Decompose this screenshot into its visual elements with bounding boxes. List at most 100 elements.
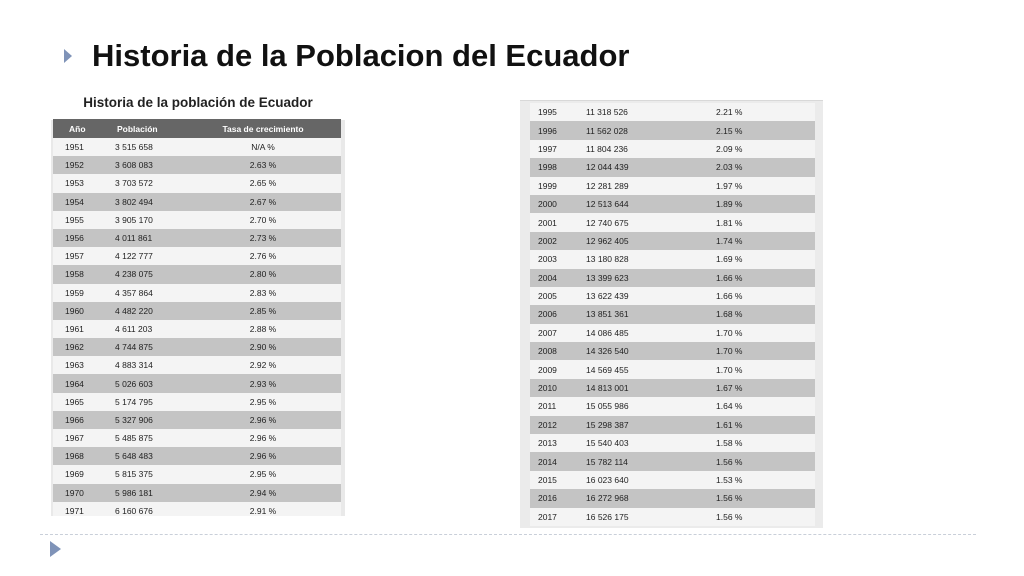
right-table-row: 2005 13 622 439 1.66 % — [530, 286, 815, 306]
year-cell: 1996 — [538, 125, 557, 136]
header-year: Año — [69, 123, 86, 134]
left-table-row: 1954 3 802 494 2.67 % — [53, 192, 341, 211]
year-cell: 2010 — [538, 383, 557, 394]
slide-title-text: Historia de la Poblacion del Ecuador — [92, 38, 630, 73]
left-table-body: 1951 3 515 658 N/A % 1952 3 608 083 2.63 % 195… — [53, 138, 341, 516]
population-cell: 4 883 314 — [115, 360, 153, 371]
population-cell: 4 611 203 — [115, 323, 153, 334]
population-cell: 4 122 777 — [115, 251, 153, 262]
left-table-row: 1959 4 357 864 2.83 % — [53, 283, 341, 302]
population-cell: 16 023 640 — [586, 475, 629, 485]
growth-rate-cell: 1.56 % — [716, 456, 743, 467]
growth-rate-cell: 2.96 % — [249, 433, 277, 444]
right-table-row: 2009 14 569 455 1.70 % — [530, 360, 815, 379]
growth-rate-cell: 1.61 % — [716, 419, 743, 430]
year-cell: 1954 — [65, 196, 84, 207]
left-table-row: 1956 4 011 861 2.73 % — [53, 228, 341, 248]
year-cell: 1962 — [65, 342, 84, 353]
right-table-row: 2003 13 180 828 1.69 % — [530, 250, 815, 269]
right-table-row: 2016 16 272 968 1.56 % — [530, 489, 815, 508]
growth-rate-cell: 2.96 % — [249, 414, 277, 425]
population-cell: 12 513 644 — [586, 199, 629, 210]
year-cell: 1965 — [65, 396, 84, 407]
growth-rate-cell: N/A % — [251, 142, 275, 153]
left-table-row: 1958 4 238 075 2.80 % — [53, 265, 341, 284]
right-table-row: 2014 15 782 114 1.56 % — [530, 452, 815, 471]
growth-rate-cell: 1.56 % — [716, 493, 743, 504]
right-table-row: 2002 12 962 405 1.74 % — [530, 231, 815, 251]
year-cell: 1960 — [65, 305, 84, 316]
growth-rate-cell: 2.95 % — [249, 396, 277, 407]
year-cell: 1956 — [65, 233, 84, 244]
left-table-image: Historia de la población de Ecuador Año … — [51, 90, 345, 516]
population-cell: 11 318 526 — [586, 107, 628, 118]
year-cell: 1958 — [65, 269, 84, 280]
growth-rate-cell: 2.94 % — [249, 487, 277, 498]
left-table-row: 1963 4 883 314 2.92 % — [53, 356, 341, 375]
growth-rate-cell: 2.65 % — [249, 178, 277, 189]
growth-rate-cell: 1.70 % — [716, 327, 743, 338]
growth-rate-cell: 1.58 % — [716, 438, 743, 449]
year-cell: 1957 — [65, 251, 84, 262]
year-cell: 2016 — [538, 493, 557, 504]
slide-title: Historia de la Poblacion del Ecuador — [64, 38, 629, 74]
population-cell: 5 485 875 — [115, 433, 153, 444]
year-cell: 2005 — [538, 291, 557, 302]
right-table-row: 2012 15 298 387 1.61 % — [530, 415, 815, 435]
year-cell: 1997 — [538, 143, 557, 154]
population-cell: 12 281 289 — [586, 180, 629, 191]
growth-rate-cell: 1.56 % — [716, 511, 743, 522]
right-table-row: 2007 14 086 485 1.70 % — [530, 323, 815, 343]
right-table-row: 1995 11 318 526 2.21 % — [530, 103, 815, 122]
year-cell: 2000 — [538, 199, 557, 210]
growth-rate-cell: 1.89 % — [716, 199, 743, 210]
population-cell: 14 326 540 — [586, 346, 629, 357]
population-cell: 16 526 175 — [586, 511, 629, 522]
year-cell: 2002 — [538, 235, 557, 246]
population-cell: 13 180 828 — [586, 254, 629, 265]
right-table-top-edge — [520, 94, 823, 101]
right-table-row: 2013 15 540 403 1.58 % — [530, 434, 815, 453]
growth-rate-cell: 1.69 % — [716, 254, 743, 265]
year-cell: 1968 — [65, 451, 84, 462]
growth-rate-cell: 1.66 % — [716, 291, 743, 302]
growth-rate-cell: 2.92 % — [249, 360, 277, 371]
population-cell: 15 298 387 — [586, 419, 629, 430]
year-cell: 2006 — [538, 309, 557, 320]
year-cell: 1959 — [65, 287, 84, 298]
population-cell: 5 026 603 — [115, 378, 153, 389]
year-cell: 1967 — [65, 433, 84, 444]
population-cell: 3 515 658 — [115, 142, 153, 153]
year-cell: 2004 — [538, 272, 557, 283]
growth-rate-cell: 1.97 % — [716, 180, 743, 191]
left-table-caption: Historia de la población de Ecuador — [51, 90, 345, 120]
right-table-row: 2017 16 526 175 1.56 % — [530, 507, 815, 526]
growth-rate-cell: 2.96 % — [249, 451, 277, 462]
left-table-row: 1968 5 648 483 2.96 % — [53, 447, 341, 466]
growth-rate-cell: 2.21 % — [716, 107, 743, 118]
year-cell: 1970 — [65, 487, 84, 498]
population-cell: 11 804 236 — [586, 143, 628, 154]
year-cell: 1999 — [538, 180, 557, 191]
left-table-row: 1960 4 482 220 2.85 % — [53, 301, 341, 320]
year-cell: 1969 — [65, 469, 84, 480]
population-cell: 5 174 795 — [115, 396, 153, 407]
population-cell: 5 815 375 — [115, 469, 153, 480]
year-cell: 2008 — [538, 346, 557, 357]
growth-rate-cell: 1.70 % — [716, 364, 743, 375]
footer-divider — [40, 534, 976, 535]
growth-rate-cell: 2.80 % — [249, 269, 277, 280]
population-cell: 13 622 439 — [586, 291, 629, 302]
year-cell: 2014 — [538, 456, 557, 467]
year-cell: 2009 — [538, 364, 557, 375]
population-cell: 6 160 676 — [115, 505, 153, 516]
growth-rate-cell: 2.73 % — [249, 233, 277, 244]
header-population: Población — [117, 123, 158, 134]
growth-rate-cell: 2.70 % — [249, 214, 277, 225]
growth-rate-cell: 2.95 % — [249, 469, 277, 480]
growth-rate-cell: 1.70 % — [716, 346, 743, 357]
year-cell: 1966 — [65, 414, 84, 425]
left-table-row: 1957 4 122 777 2.76 % — [53, 247, 341, 266]
growth-rate-cell: 1.74 % — [716, 235, 743, 246]
year-cell: 2012 — [538, 419, 557, 430]
